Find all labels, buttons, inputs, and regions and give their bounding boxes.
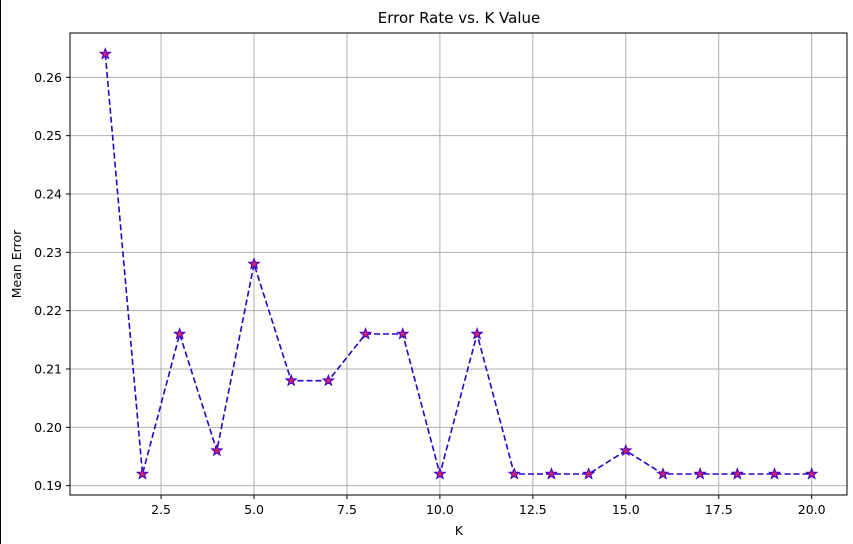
x-tick-label: 10.0 <box>426 502 454 517</box>
data-point <box>173 327 187 340</box>
y-tick-label: 0.22 <box>34 303 62 318</box>
data-point <box>730 467 744 480</box>
data-point <box>98 47 112 60</box>
data-point <box>284 373 298 387</box>
y-axis-ticks: 0.19 0.20 0.21 0.22 0.23 0.24 0.25 0.26 <box>34 70 70 493</box>
data-point <box>433 467 447 480</box>
x-tick-label: 20.0 <box>798 502 826 517</box>
x-tick-label: 7.5 <box>337 502 357 517</box>
grid <box>70 33 847 495</box>
data-point <box>135 467 150 480</box>
series-line <box>104 53 812 478</box>
y-axis-label: Mean Error <box>9 229 24 298</box>
y-tick-label: 0.24 <box>34 187 62 202</box>
data-point <box>544 467 559 480</box>
x-tick-label: 15.0 <box>612 502 640 517</box>
data-point <box>358 327 373 340</box>
data-point <box>619 443 633 457</box>
y-tick-label: 0.25 <box>34 128 62 143</box>
data-point <box>767 467 782 480</box>
data-point <box>693 467 707 480</box>
data-point <box>656 467 670 480</box>
y-tick-label: 0.21 <box>34 362 62 377</box>
data-point <box>210 443 224 457</box>
y-tick-label: 0.26 <box>34 70 62 85</box>
x-tick-label: 17.5 <box>705 502 733 517</box>
left-border <box>0 0 1 544</box>
x-axis-label: K <box>455 523 464 538</box>
x-axis-ticks: 2.5 5.0 7.5 10.0 12.5 15.0 17.5 20.0 <box>151 495 826 517</box>
data-point <box>582 467 596 480</box>
y-tick-label: 0.19 <box>34 478 62 493</box>
data-point <box>470 327 484 340</box>
y-tick-label: 0.20 <box>34 420 62 435</box>
chart-title: Error Rate vs. K Value <box>378 9 541 27</box>
data-point <box>396 327 410 340</box>
plot-frame <box>69 32 848 496</box>
y-tick-label: 0.23 <box>34 245 62 260</box>
x-tick-label: 12.5 <box>519 502 547 517</box>
data-point <box>805 467 819 480</box>
x-tick-label: 2.5 <box>151 502 171 517</box>
x-tick-label: 5.0 <box>244 502 264 517</box>
data-point <box>321 373 335 387</box>
series-group <box>98 47 819 480</box>
data-point <box>247 257 261 270</box>
data-point <box>507 467 521 480</box>
